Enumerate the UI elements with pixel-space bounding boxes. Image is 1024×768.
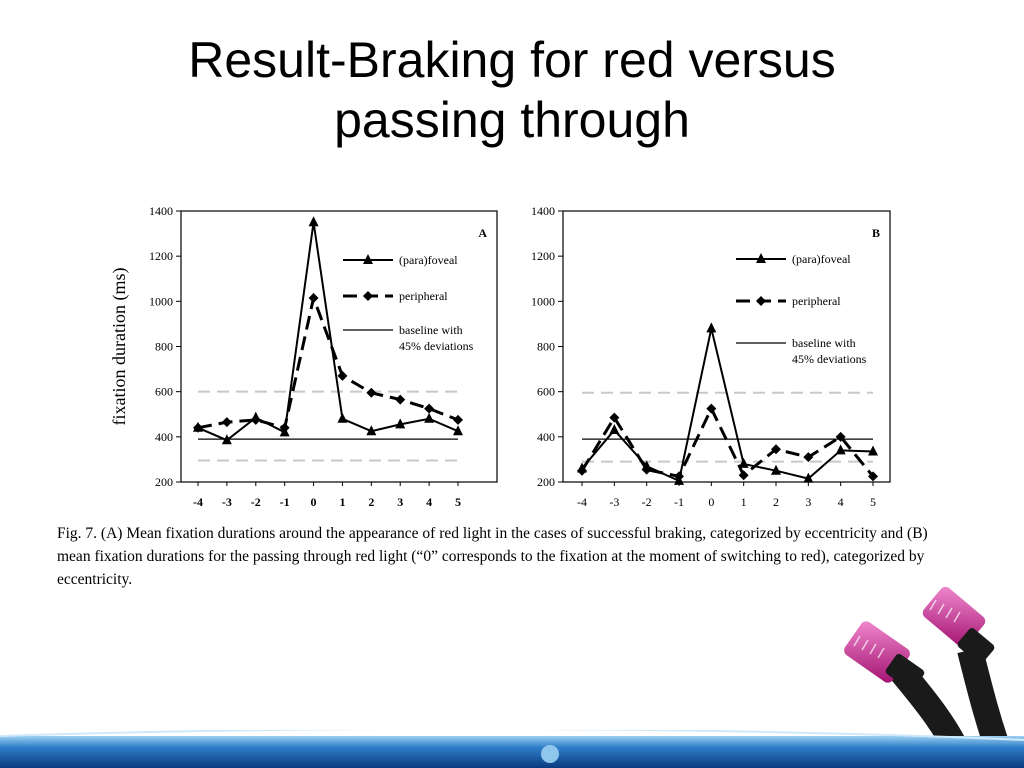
panel-a-parafoveal-point	[366, 425, 377, 436]
panel-a-parafoveal-point	[395, 418, 406, 429]
panel-a-peripheral-point	[424, 403, 435, 414]
panel-b-peripheral-point	[577, 465, 587, 476]
panel-a-parafoveal-line	[197, 222, 459, 442]
footer-band	[0, 730, 1024, 768]
panel-a-peripheral-point	[337, 370, 348, 381]
panel-b-y-tick-label: 600	[537, 385, 555, 399]
panel-a-peripheral-point	[221, 417, 232, 428]
panel-a-parafoveal-point	[337, 412, 348, 423]
panel-a-peripheral-line	[197, 292, 459, 430]
panel-b-x-tick-label: 0	[708, 495, 714, 509]
panel-a-panel-letter: A	[478, 226, 487, 240]
figure-caption: Fig. 7. (A) Mean fixation durations arou…	[57, 525, 928, 588]
panel-b-x-tick-label: 3	[805, 495, 811, 509]
panel-b-legend-parafoveal-label: (para)foveal	[792, 252, 851, 266]
panel-b-parafoveal-point	[609, 424, 620, 435]
panel-b-x-tick-label: -1	[674, 495, 684, 509]
panel-a-legend-baseline-label: baseline with	[399, 323, 463, 337]
panel-a-x-tick-label: -4	[193, 495, 203, 509]
panel-a-parafoveal-point	[453, 425, 463, 436]
panel-a-y-tick-label: 1000	[149, 294, 173, 308]
panel-a-x-tick-label: 0	[311, 495, 317, 509]
panel-b-x-tick-label: -4	[577, 495, 587, 509]
panel-a-y-tick-label: 800	[155, 340, 173, 354]
panel-b-legend-peripheral-label: peripheral	[792, 294, 841, 308]
panel-b-peripheral-point	[738, 470, 749, 481]
panel-b-x-tick-label: 5	[870, 495, 876, 509]
panel-b-peripheral-point	[771, 444, 781, 455]
panel-b-peripheral-point	[868, 471, 878, 482]
panel-b-legend-baseline-label-line2: 45% deviations	[792, 352, 867, 366]
panel-b-x-tick-label: -2	[642, 495, 652, 509]
panel-a-y-tick-label: 600	[155, 385, 173, 399]
panel-b-legend-peripheral-marker	[756, 296, 766, 306]
panel-b-parafoveal-point	[868, 445, 878, 456]
panel-a-peripheral-point	[453, 414, 463, 425]
panel-a-peripheral-point	[279, 422, 290, 433]
panel-b-y-tick-label: 800	[537, 340, 555, 354]
panel-a-legend-baseline-label-line2: 45% deviations	[399, 339, 474, 353]
panel-b-x-tick-label: 4	[838, 495, 844, 509]
slide-title: Result-Braking for red versus passing th…	[0, 30, 1024, 150]
panel-a-x-tick-label: 4	[426, 495, 432, 509]
panel-b-peripheral-line	[580, 405, 875, 479]
panel-a-legend-parafoveal-label: (para)foveal	[399, 253, 458, 267]
panel-a-parafoveal-point	[308, 216, 319, 227]
panel-a-x-tick-label: -2	[251, 495, 261, 509]
panel-b-peripheral-point	[706, 403, 717, 414]
panel-b-x-tick-label: 2	[773, 495, 779, 509]
panel-a-x-tick-label: -1	[280, 495, 290, 509]
panel-a-peripheral-point	[366, 387, 377, 398]
panel-a-parafoveal-point	[221, 434, 232, 445]
panel-a-y-tick-label: 400	[155, 430, 173, 444]
panel-b-peripheral-point	[641, 464, 652, 475]
panel-b-legend-box	[732, 245, 884, 371]
panel-b-y-tick-label: 1000	[531, 294, 555, 308]
panel-a-legend-peripheral-label: peripheral	[399, 289, 448, 303]
panel-a-parafoveal-point	[424, 412, 435, 423]
panel-b-legend-parafoveal-marker	[756, 253, 766, 263]
panel-a-x-tick-label: -3	[222, 495, 232, 509]
panel-a-legend-box	[339, 246, 491, 358]
panel-b-peripheral-point	[835, 431, 846, 442]
panel-b-peripheral-point	[609, 412, 620, 423]
panel-b-y-tick-label: 200	[537, 475, 555, 489]
panel-b-y-tick-label: 1200	[531, 249, 555, 263]
panel-b-y-tick-label: 1400	[531, 204, 555, 218]
panel-a-y-tick-label: 200	[155, 475, 173, 489]
panel-a-y-axis-label: fixation duration (ms)	[109, 268, 130, 426]
panel-b-x-tick-label: 1	[741, 495, 747, 509]
panel-b-parafoveal-point	[706, 322, 717, 333]
panel-b-peripheral-point	[803, 452, 814, 463]
panel-a-y-tick-label: 1400	[149, 204, 173, 218]
panel-b-parafoveal-point	[738, 457, 749, 468]
panel-b-parafoveal-point	[771, 464, 781, 475]
panel-b-peripheral-point	[674, 471, 684, 482]
panel-a-legend-parafoveal-marker	[363, 254, 373, 264]
panel-b-panel-letter: B	[872, 226, 880, 240]
slide-title-line1: Result-Braking for red versus	[188, 32, 836, 88]
panel-a-x-tick-label: 1	[339, 495, 345, 509]
panel-a-peripheral-point	[308, 292, 319, 303]
slide-title-line2: passing through	[334, 92, 690, 148]
panel-a-legend-peripheral-marker	[363, 291, 373, 301]
panel-a-peripheral-point	[395, 394, 406, 405]
panel-b-parafoveal-point	[803, 472, 814, 483]
panel-b-y-tick-label: 400	[537, 430, 555, 444]
panel-a-peripheral-point	[193, 422, 203, 433]
panel-a-x-tick-label: 5	[455, 495, 461, 509]
panel-a-y-tick-label: 1200	[149, 249, 173, 263]
panel-a-peripheral-point	[250, 414, 261, 425]
panel-b-parafoveal-point	[835, 444, 846, 455]
panel-b-x-tick-label: -3	[609, 495, 619, 509]
panel-b-legend-baseline-label: baseline with	[792, 336, 856, 350]
panel-b-parafoveal-line	[581, 328, 874, 483]
panel-a-x-tick-label: 3	[397, 495, 403, 509]
panel-a-x-tick-label: 2	[368, 495, 374, 509]
